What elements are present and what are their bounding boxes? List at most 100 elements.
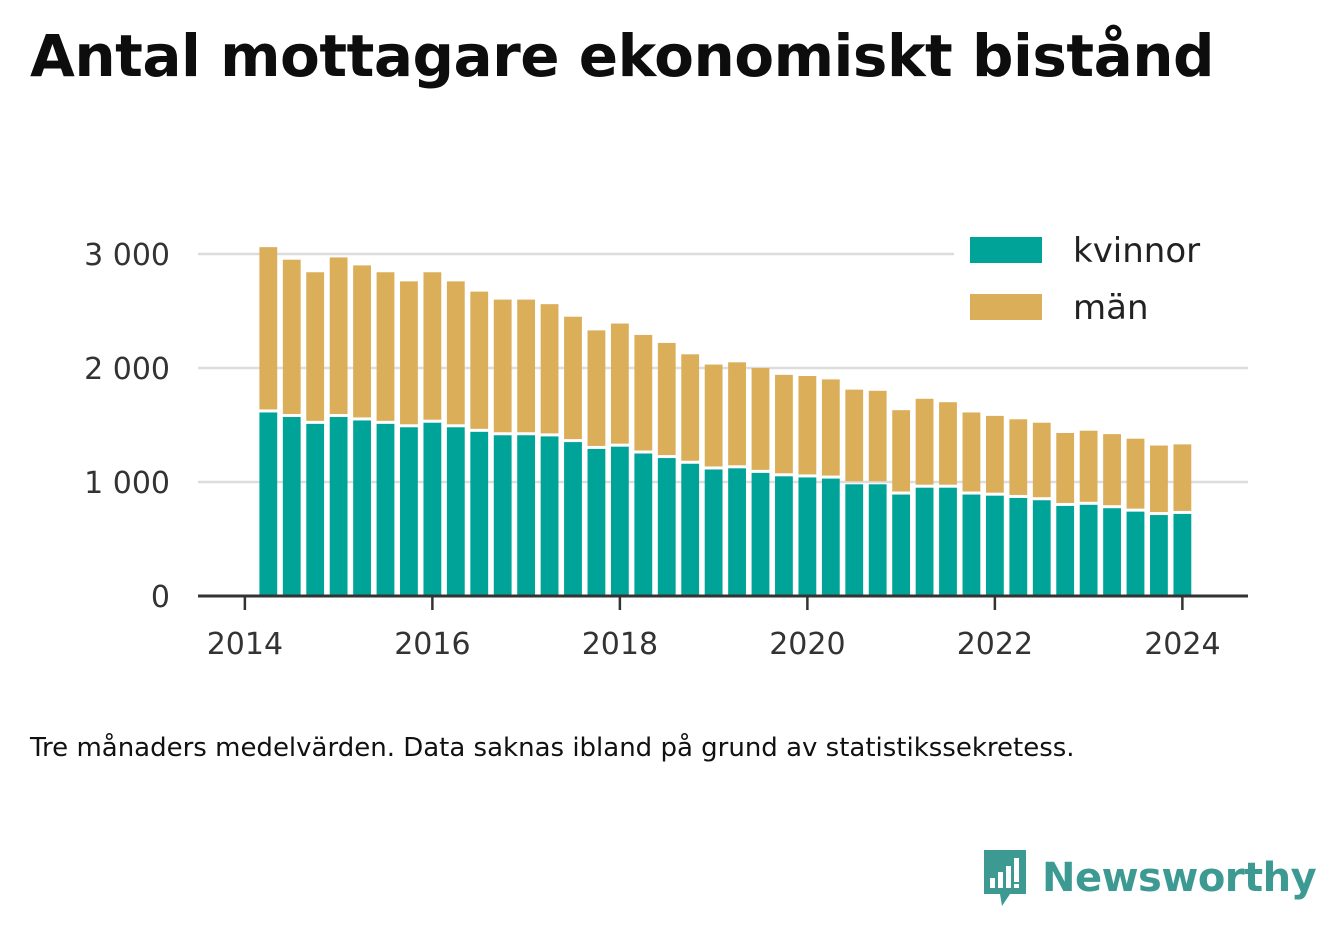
bar-kvinnor	[564, 442, 582, 596]
bar-kvinnor	[962, 494, 981, 596]
bar-man	[634, 334, 653, 451]
bar-man	[1009, 419, 1028, 495]
bar-man	[259, 247, 278, 410]
bar-man	[353, 265, 371, 418]
bar-man	[657, 342, 676, 456]
bar-kvinnor	[282, 417, 301, 596]
bar-kvinnor	[306, 423, 325, 596]
bar-man	[1032, 422, 1051, 498]
y-tick-label: 2 000	[84, 352, 170, 387]
bar-man	[282, 259, 301, 415]
bar-kvinnor	[610, 446, 629, 596]
y-tick-label: 3 000	[84, 238, 170, 273]
bar-kvinnor	[259, 412, 278, 596]
bar-man	[446, 281, 465, 425]
bar-man	[1103, 434, 1121, 506]
bar-kvinnor	[868, 484, 887, 596]
bar-man	[493, 299, 512, 433]
bar-man	[470, 291, 489, 429]
bar-man	[540, 304, 559, 434]
bar-man	[892, 410, 911, 492]
bar-man	[704, 364, 723, 467]
bar-kvinnor	[1056, 505, 1075, 596]
bar-kvinnor	[728, 468, 746, 596]
bar-kvinnor	[446, 427, 465, 596]
bar-kvinnor	[1173, 513, 1192, 596]
bar-man	[821, 379, 840, 476]
bar-kvinnor	[704, 469, 723, 596]
stacked-bar-chart: 0 1 000 2 000 3 000 2014 2016 2018 2020 2022 202…	[84, 226, 1254, 662]
bar-man	[517, 299, 536, 433]
bar-man	[775, 374, 793, 474]
x-axis: 2014 2016 2018 2020 2022 2024	[198, 594, 1248, 662]
bar-man	[306, 272, 325, 421]
bar-man	[798, 375, 817, 475]
bar-kvinnor	[821, 478, 840, 596]
x-tick-label: 2016	[394, 627, 470, 662]
x-tick-label: 2018	[582, 627, 658, 662]
bar-man	[564, 316, 582, 440]
brand-name: Newsworthy	[1042, 855, 1317, 901]
bar-kvinnor	[681, 463, 700, 596]
legend: kvinnor män	[954, 226, 1254, 336]
x-tick-label: 2022	[957, 627, 1033, 662]
bar-kvinnor	[1150, 515, 1168, 596]
bar-kvinnor	[423, 422, 442, 596]
bar-man	[962, 412, 981, 492]
legend-swatch-man	[970, 294, 1042, 320]
bar-man	[400, 281, 418, 425]
bar-kvinnor	[517, 435, 536, 596]
bar-kvinnor	[775, 476, 793, 596]
bar-kvinnor	[1079, 504, 1098, 596]
bar-man	[1173, 444, 1192, 511]
bar-kvinnor	[634, 453, 653, 596]
bar-kvinnor	[657, 458, 676, 596]
bar-kvinnor	[751, 472, 770, 596]
bar-man	[845, 389, 864, 482]
bar-kvinnor	[493, 435, 512, 596]
bar-man	[728, 362, 746, 466]
bar-kvinnor	[540, 436, 559, 596]
bar-kvinnor	[892, 494, 911, 596]
bar-man	[610, 323, 629, 444]
bar-kvinnor	[1032, 500, 1051, 596]
bar-kvinnor	[353, 420, 371, 596]
legend-label-man: män	[1073, 288, 1149, 328]
bar-man	[1126, 438, 1145, 509]
bar-man	[329, 257, 348, 415]
chart-title: Antal mottagare ekonomiskt bistånd	[30, 22, 1215, 90]
bar-kvinnor	[798, 477, 817, 596]
bar-kvinnor	[1126, 511, 1145, 596]
bar-kvinnor	[329, 417, 348, 596]
bar-man	[376, 272, 395, 421]
bar-man	[587, 330, 606, 446]
legend-swatch-kvinnor	[970, 237, 1042, 263]
brand-logo: Newsworthy	[980, 848, 1317, 908]
bar-man	[939, 402, 957, 485]
bar-man	[868, 390, 887, 482]
legend-label-kvinnor: kvinnor	[1073, 231, 1200, 271]
bar-kvinnor	[939, 487, 957, 596]
newsworthy-logo-icon	[984, 850, 1026, 906]
bar-kvinnor	[1009, 497, 1028, 596]
footnote: Tre månaders medelvärden. Data saknas ib…	[30, 733, 1075, 763]
bars	[259, 247, 1192, 596]
bar-kvinnor	[915, 487, 934, 596]
bar-man	[1150, 445, 1168, 513]
bar-man	[1056, 432, 1075, 503]
bar-man	[1079, 430, 1098, 502]
bar-kvinnor	[1103, 508, 1121, 596]
x-tick-label: 2020	[769, 627, 845, 662]
y-tick-label: 1 000	[84, 466, 170, 501]
y-axis-labels: 0 1 000 2 000 3 000	[84, 238, 170, 615]
bar-man	[681, 354, 700, 461]
bar-man	[423, 272, 442, 420]
bar-kvinnor	[985, 495, 1004, 596]
bar-kvinnor	[400, 427, 418, 596]
bar-man	[915, 398, 934, 485]
y-tick-label: 0	[151, 580, 170, 615]
bar-man	[751, 368, 770, 470]
bar-kvinnor	[470, 431, 489, 596]
x-tick-label: 2024	[1144, 627, 1220, 662]
bar-kvinnor	[845, 484, 864, 596]
